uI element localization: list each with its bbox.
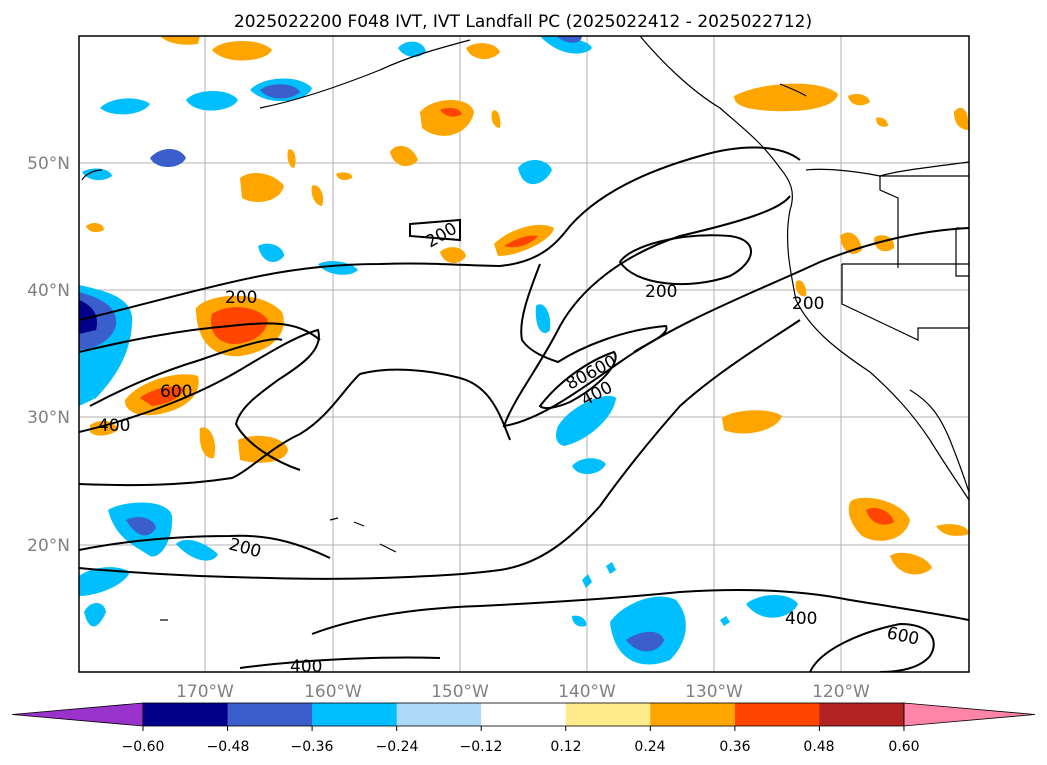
contour-label: 400 <box>98 416 130 436</box>
lat-label: 30°N <box>27 408 70 428</box>
colorbar-tick-label: 0.48 <box>803 739 834 755</box>
colorbar-segment <box>650 703 736 726</box>
colorbar-extend-min <box>11 702 144 727</box>
colorbar-frame <box>142 702 905 727</box>
colorbar-tick-label: 0.24 <box>634 739 665 755</box>
colorbar-segment <box>734 703 820 726</box>
lon-axis-labels: 170°W 160°W 150°W 140°W 130°W 120°W <box>176 682 870 702</box>
ivt-contours <box>79 146 969 672</box>
colorbar-segment <box>312 703 398 726</box>
colorbar-tick-label: 0.12 <box>550 739 581 755</box>
gridlines <box>79 36 969 672</box>
colorbar-segment <box>396 703 482 726</box>
figure-title: 2025022200 F048 IVT, IVT Landfall PC (20… <box>234 12 812 32</box>
lon-label: 150°W <box>431 682 489 702</box>
map-frame <box>78 35 970 673</box>
colorbar-segment <box>565 703 651 726</box>
pc-filled-contours <box>79 36 969 665</box>
colorbar-extend-max <box>903 702 1036 727</box>
lon-label: 160°W <box>304 682 362 702</box>
contour-label: 200 <box>792 294 824 314</box>
colorbar <box>11 702 1036 731</box>
colorbar-tick-label: 0.36 <box>719 739 750 755</box>
colorbar-segment <box>481 703 567 726</box>
lon-label: 140°W <box>558 682 616 702</box>
map-panel: 200 200 200 200 600 400 80600 400 200 40… <box>78 35 970 677</box>
colorbar-tick-label: −0.48 <box>207 739 250 755</box>
contour-label: 200 <box>225 288 257 308</box>
lon-label: 170°W <box>176 682 234 702</box>
colorbar-tick-label: 0.60 <box>888 739 919 755</box>
coastlines <box>81 36 969 621</box>
colorbar-tick-label: −0.60 <box>122 739 165 755</box>
lat-label: 20°N <box>27 536 70 556</box>
colorbar-segment <box>143 703 229 726</box>
lat-axis-labels: 50°N 40°N 30°N 20°N <box>27 154 70 556</box>
colorbar-tick-label: −0.24 <box>376 739 419 755</box>
contour-label: 400 <box>785 609 817 629</box>
colorbar-tick-labels: −0.60 −0.48 −0.36 −0.24 −0.12 0.12 0.24 … <box>122 739 920 755</box>
contour-label: 600 <box>160 382 192 402</box>
lat-label: 50°N <box>27 154 70 174</box>
lon-label: 120°W <box>812 682 870 702</box>
contour-label: 200 <box>645 282 677 302</box>
lon-label: 130°W <box>685 682 743 702</box>
colorbar-tick-label: −0.12 <box>460 739 503 755</box>
contour-label: 400 <box>290 657 322 677</box>
colorbar-tick-label: −0.36 <box>291 739 334 755</box>
colorbar-segment <box>819 703 905 726</box>
colorbar-segment <box>227 703 313 726</box>
lat-label: 40°N <box>27 281 70 301</box>
